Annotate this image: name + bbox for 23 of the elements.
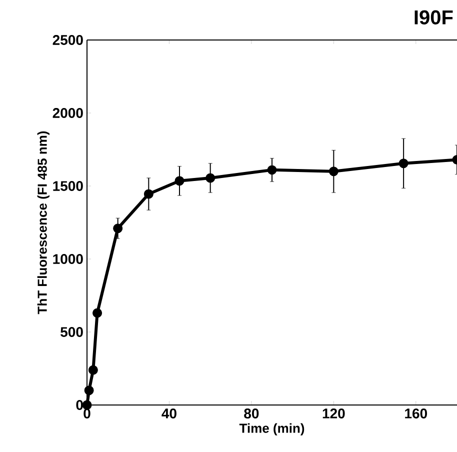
point xyxy=(206,173,216,183)
chart-title: I90F xyxy=(414,10,453,24)
y-tick-label: 2500 xyxy=(52,35,83,45)
y-tick-label: 2000 xyxy=(52,108,83,118)
y-tick-label: 0 xyxy=(76,400,83,410)
x-axis-title: Time (min) xyxy=(239,423,304,436)
point xyxy=(84,386,94,396)
x-tick-label: 120 xyxy=(322,408,345,418)
point xyxy=(88,365,98,375)
x-tick-label: 80 xyxy=(244,408,259,418)
y-tick-label: 1500 xyxy=(53,181,83,191)
point xyxy=(113,224,123,234)
point xyxy=(267,165,277,175)
x-tick-label: 160 xyxy=(405,408,427,418)
y-axis-title: ThT Fluorescence (FI 485 nm) xyxy=(37,131,50,314)
x-tick-label: 40 xyxy=(162,408,176,418)
point xyxy=(174,176,184,186)
y-tick-label: 500 xyxy=(60,327,83,337)
y-tick-label: 1000 xyxy=(53,254,83,264)
point xyxy=(398,158,408,168)
point xyxy=(328,166,338,176)
point xyxy=(92,308,102,318)
point xyxy=(144,189,154,199)
